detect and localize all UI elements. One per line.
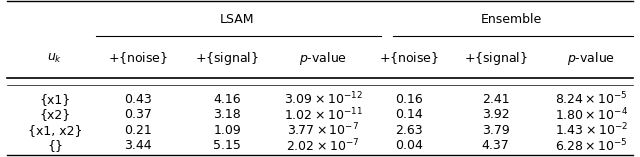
Text: {x1, x2}: {x1, x2} <box>28 124 82 137</box>
Text: $1.02 \times 10^{-11}$: $1.02 \times 10^{-11}$ <box>284 106 363 123</box>
Text: $3.09 \times 10^{-12}$: $3.09 \times 10^{-12}$ <box>284 91 362 108</box>
Text: 2.41: 2.41 <box>482 93 509 106</box>
Text: 3.79: 3.79 <box>482 124 509 137</box>
Text: $p$-value: $p$-value <box>568 50 616 67</box>
Text: $6.28 \times 10^{-5}$: $6.28 \times 10^{-5}$ <box>555 138 628 154</box>
Text: 4.16: 4.16 <box>214 93 241 106</box>
Text: $1.43 \times 10^{-2}$: $1.43 \times 10^{-2}$ <box>555 122 628 139</box>
Text: Ensemble: Ensemble <box>481 13 542 26</box>
Text: $+\{\mathrm{noise}\}$: $+\{\mathrm{noise}\}$ <box>380 50 440 66</box>
Text: 3.18: 3.18 <box>214 108 241 121</box>
Text: 2.63: 2.63 <box>396 124 423 137</box>
Text: 0.04: 0.04 <box>396 139 423 152</box>
Text: LSAM: LSAM <box>220 13 254 26</box>
Text: $u_k$: $u_k$ <box>47 51 63 65</box>
Text: 0.43: 0.43 <box>124 93 152 106</box>
Text: $p$-value: $p$-value <box>299 50 348 67</box>
Text: {}: {} <box>47 139 63 152</box>
Text: 3.92: 3.92 <box>482 108 509 121</box>
Text: $+\{\mathrm{signal}\}$: $+\{\mathrm{signal}\}$ <box>464 50 527 67</box>
Text: 5.15: 5.15 <box>214 139 241 152</box>
Text: $+\{\mathrm{noise}\}$: $+\{\mathrm{noise}\}$ <box>108 50 168 66</box>
Text: {x2}: {x2} <box>39 108 70 121</box>
Text: 0.21: 0.21 <box>124 124 152 137</box>
Text: 1.09: 1.09 <box>214 124 241 137</box>
Text: $1.80 \times 10^{-4}$: $1.80 \times 10^{-4}$ <box>555 106 628 123</box>
Text: 4.37: 4.37 <box>482 139 509 152</box>
Text: 0.16: 0.16 <box>396 93 423 106</box>
Text: 3.44: 3.44 <box>124 139 152 152</box>
Text: $8.24 \times 10^{-5}$: $8.24 \times 10^{-5}$ <box>555 91 628 108</box>
Text: $3.77 \times 10^{-7}$: $3.77 \times 10^{-7}$ <box>287 122 359 139</box>
Text: 0.14: 0.14 <box>396 108 423 121</box>
Text: $+\{\mathrm{signal}\}$: $+\{\mathrm{signal}\}$ <box>195 50 259 67</box>
Text: 0.37: 0.37 <box>124 108 152 121</box>
Text: {x1}: {x1} <box>39 93 70 106</box>
Text: $2.02 \times 10^{-7}$: $2.02 \times 10^{-7}$ <box>287 138 360 154</box>
